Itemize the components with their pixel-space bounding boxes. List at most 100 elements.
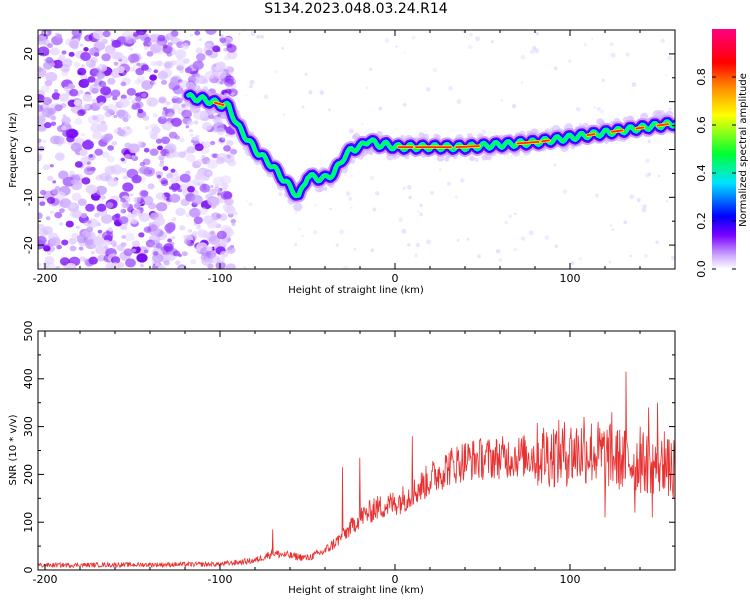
noise-blob: [84, 34, 93, 42]
noise-blob: [520, 81, 524, 84]
noise-blob: [609, 224, 613, 228]
noise-blob: [216, 256, 225, 264]
noise-blob: [167, 254, 176, 261]
noise-blob: [58, 170, 69, 180]
noise-blob: [56, 137, 66, 145]
spectrogram-x-ticks: -200 -100 0 100: [33, 30, 676, 285]
noise-blob: [223, 187, 227, 191]
noise-blob: [38, 235, 47, 245]
noise-blob: [162, 44, 173, 54]
noise-blob: [102, 105, 109, 111]
noise-blob: [477, 254, 481, 259]
noise-blob: [69, 203, 77, 209]
y-tick-label: 500: [22, 321, 35, 342]
noise-blob: [110, 256, 121, 265]
ridge-halo: [469, 155, 475, 162]
noise-blob: [61, 116, 71, 125]
noise-blob: [110, 51, 121, 60]
noise-blob: [91, 131, 103, 140]
noise-blob: [69, 88, 79, 97]
noise-blob: [181, 109, 193, 119]
ridge-halo: [293, 202, 303, 212]
noise-blob: [89, 83, 101, 94]
noise-blob: [238, 32, 241, 36]
noise-blob: [139, 161, 146, 167]
noise-blob: [82, 78, 90, 85]
noise-blob: [166, 112, 175, 119]
noise-blob: [419, 203, 423, 208]
noise-blob: [143, 45, 149, 51]
noise-blob: [365, 86, 369, 90]
noise-blob: [65, 262, 77, 269]
noise-blob: [195, 158, 204, 166]
noise-blob: [105, 262, 115, 269]
noise-blob: [194, 30, 201, 36]
noise-blob: [179, 225, 186, 231]
noise-blob: [160, 178, 168, 185]
noise-blob: [490, 39, 494, 44]
y-tick-label: 200: [22, 464, 35, 485]
noise-blob: [174, 135, 180, 140]
noise-blob: [158, 155, 165, 161]
noise-blob: [384, 38, 390, 43]
noise-blob: [154, 216, 166, 226]
noise-blob: [223, 191, 233, 200]
noise-blob: [121, 235, 127, 239]
noise-blob: [554, 244, 559, 249]
noise-blob: [176, 64, 184, 72]
noise-blob: [214, 186, 220, 191]
noise-blob: [186, 146, 196, 154]
noise-blob: [38, 212, 43, 220]
noise-blob: [631, 82, 637, 88]
noise-blob: [304, 72, 308, 76]
noise-blob: [47, 43, 53, 48]
noise-blob: [190, 259, 197, 265]
noise-blob: [120, 81, 127, 87]
noise-blob: [141, 80, 154, 90]
noise-blob: [166, 228, 173, 234]
noise-blob: [460, 178, 465, 183]
noise-blob: [152, 253, 164, 263]
noise-blob: [39, 189, 47, 196]
noise-blob: [308, 90, 313, 95]
noise-blob: [361, 123, 364, 126]
noise-blob: [76, 234, 88, 244]
noise-blob: [78, 89, 84, 95]
noise-blob: [140, 207, 144, 211]
noise-blob: [113, 61, 119, 66]
snr-frame: [37, 330, 676, 571]
noise-blob: [63, 86, 70, 92]
noise-blob: [248, 202, 253, 207]
noise-blob: [645, 158, 650, 163]
noise-blob: [660, 38, 665, 43]
noise-blob: [415, 242, 420, 248]
noise-blob: [528, 230, 534, 236]
noise-blob: [95, 103, 100, 107]
noise-blob: [224, 197, 234, 206]
noise-blob: [88, 256, 98, 265]
noise-blob: [155, 242, 163, 249]
noise-blob: [134, 79, 142, 85]
noise-blob: [139, 189, 149, 198]
noise-blob: [135, 68, 145, 76]
noise-blob: [38, 223, 45, 231]
noise-blob: [172, 151, 180, 158]
noise-blob: [328, 108, 331, 112]
noise-blob: [429, 190, 435, 195]
noise-blob: [201, 154, 206, 159]
noise-blob: [49, 47, 60, 56]
noise-blob: [39, 201, 46, 207]
noise-blob: [73, 62, 80, 68]
noise-blob: [378, 106, 382, 111]
noise-blob: [165, 200, 171, 205]
noise-blob: [642, 204, 647, 209]
noise-blob: [198, 38, 203, 42]
noise-blob: [185, 170, 191, 175]
y-tick-label: 20: [22, 47, 35, 61]
noise-blob: [97, 229, 103, 234]
noise-blob: [82, 103, 90, 110]
noise-blob: [192, 60, 204, 70]
colorbar-gradient: [712, 29, 736, 269]
noise-blob: [226, 50, 238, 60]
noise-blob: [120, 197, 126, 203]
